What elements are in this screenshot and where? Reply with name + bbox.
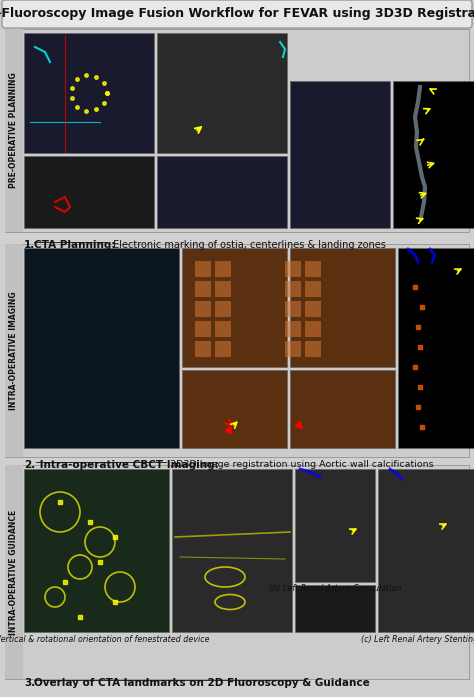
Bar — [172, 469, 292, 632]
Bar — [195, 261, 211, 277]
Bar — [290, 81, 390, 228]
Bar — [5, 465, 469, 679]
Bar — [285, 341, 301, 357]
Bar — [24, 248, 179, 448]
Text: Intra-operative CBCT Imaging:: Intra-operative CBCT Imaging: — [36, 460, 219, 470]
Text: INTRA-OPERATIVE GUIDANCE: INTRA-OPERATIVE GUIDANCE — [9, 510, 18, 635]
Bar — [24, 33, 154, 153]
Bar — [5, 244, 23, 457]
Text: 3.: 3. — [24, 678, 35, 688]
Bar — [5, 244, 469, 457]
Bar — [305, 301, 321, 317]
Text: 1.: 1. — [24, 240, 35, 250]
Bar — [305, 341, 321, 357]
Bar — [295, 585, 375, 632]
Text: Electronic marking of ostia, centerlines & landing zones: Electronic marking of ostia, centerlines… — [110, 240, 386, 250]
Bar — [182, 248, 287, 367]
Bar — [285, 261, 301, 277]
Text: PRE-OPERATIVE PLANNING: PRE-OPERATIVE PLANNING — [9, 72, 18, 188]
Bar — [195, 321, 211, 337]
Bar — [215, 321, 231, 337]
Bar — [215, 281, 231, 297]
Bar — [157, 33, 287, 153]
Bar — [5, 465, 23, 679]
Bar — [5, 29, 469, 232]
Bar — [5, 29, 23, 232]
Text: INTRA-OPERATIVE IMAGING: INTRA-OPERATIVE IMAGING — [9, 291, 18, 410]
Bar — [215, 261, 231, 277]
Text: Overlay of CTA landmarks on 2D Fluoroscopy & Guidance: Overlay of CTA landmarks on 2D Fluorosco… — [34, 678, 370, 688]
Text: (a) Vertical & rotational orientation of fenestrated device: (a) Vertical & rotational orientation of… — [0, 635, 210, 644]
Bar — [195, 281, 211, 297]
Bar — [195, 301, 211, 317]
Bar — [285, 301, 301, 317]
Bar — [305, 281, 321, 297]
Text: CTA Planning:: CTA Planning: — [34, 240, 116, 250]
Bar — [305, 261, 321, 277]
Bar — [285, 321, 301, 337]
Bar — [393, 81, 474, 228]
Bar — [215, 341, 231, 357]
Text: 2.: 2. — [24, 460, 35, 470]
Bar — [295, 469, 375, 582]
Bar — [378, 469, 474, 632]
Bar — [157, 156, 287, 228]
Text: 3D3D Image registration using Aortic wall calcifications: 3D3D Image registration using Aortic wal… — [167, 460, 434, 469]
Bar — [290, 370, 395, 448]
Bar — [215, 301, 231, 317]
Bar — [24, 469, 169, 632]
Bar — [24, 156, 154, 228]
Bar — [305, 321, 321, 337]
Bar — [290, 248, 395, 367]
Bar — [182, 370, 287, 448]
Text: (c) Left Renal Artery Stenting: (c) Left Renal Artery Stenting — [361, 635, 474, 644]
Bar — [285, 281, 301, 297]
Bar — [195, 341, 211, 357]
Text: (b) Left Renal Artery Cannulation: (b) Left Renal Artery Cannulation — [269, 584, 401, 593]
FancyBboxPatch shape — [2, 0, 472, 28]
Bar — [398, 248, 474, 448]
Text: CTA-Fluoroscopy Image Fusion Workflow for FEVAR using 3D3D Registration: CTA-Fluoroscopy Image Fusion Workflow fo… — [0, 8, 474, 20]
